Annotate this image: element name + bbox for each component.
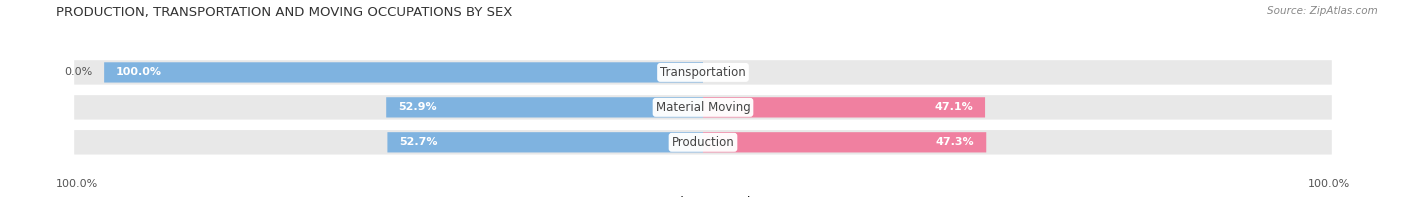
FancyBboxPatch shape	[75, 95, 1331, 120]
FancyBboxPatch shape	[75, 130, 1331, 155]
FancyBboxPatch shape	[387, 97, 703, 117]
Text: 47.3%: 47.3%	[935, 137, 974, 147]
Text: PRODUCTION, TRANSPORTATION AND MOVING OCCUPATIONS BY SEX: PRODUCTION, TRANSPORTATION AND MOVING OC…	[56, 6, 513, 19]
Text: Material Moving: Material Moving	[655, 101, 751, 114]
FancyBboxPatch shape	[703, 132, 986, 152]
Text: 100.0%: 100.0%	[117, 67, 162, 77]
FancyBboxPatch shape	[388, 132, 703, 152]
Text: 52.7%: 52.7%	[399, 137, 437, 147]
FancyBboxPatch shape	[75, 60, 1331, 85]
Text: 100.0%: 100.0%	[56, 179, 98, 189]
Text: 0.0%: 0.0%	[63, 67, 93, 77]
Text: Production: Production	[672, 136, 734, 149]
FancyBboxPatch shape	[104, 62, 703, 83]
Text: Source: ZipAtlas.com: Source: ZipAtlas.com	[1267, 6, 1378, 16]
FancyBboxPatch shape	[703, 97, 986, 117]
Text: 47.1%: 47.1%	[935, 102, 973, 112]
Legend: Male, Female: Male, Female	[643, 191, 763, 197]
Text: Transportation: Transportation	[661, 66, 745, 79]
Text: 100.0%: 100.0%	[1308, 179, 1350, 189]
Text: 52.9%: 52.9%	[398, 102, 437, 112]
